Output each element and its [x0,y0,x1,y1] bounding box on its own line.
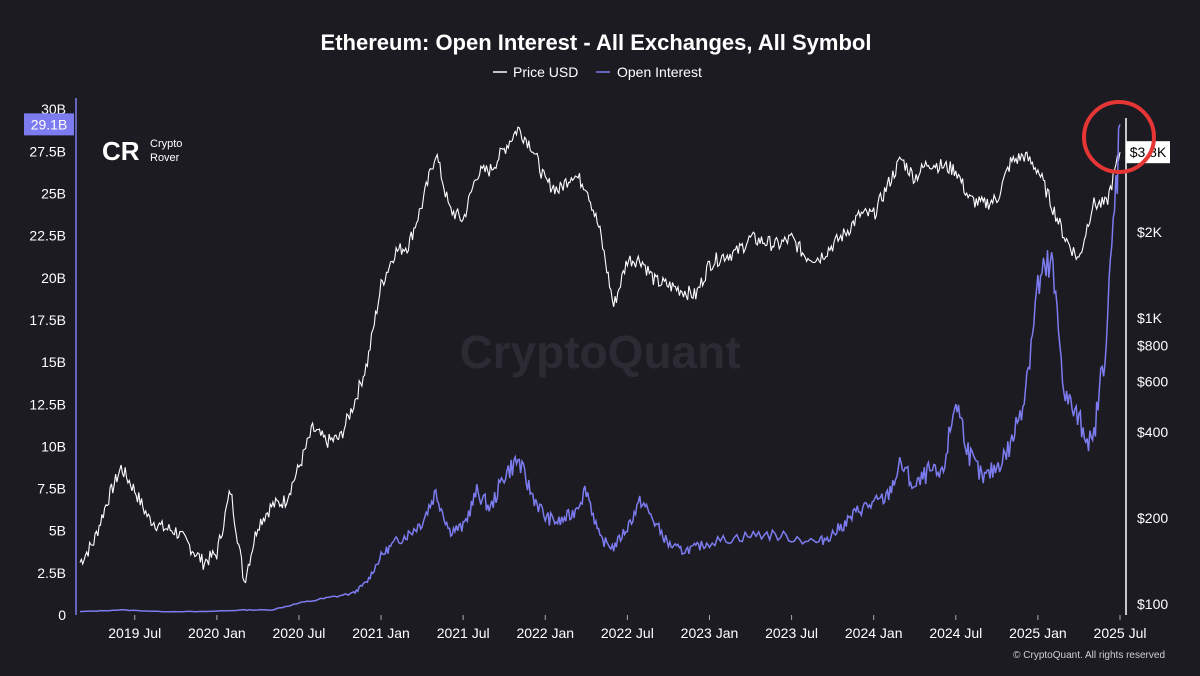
x-tick-label: 2025 Jan [1009,625,1067,641]
x-tick-label: 2023 Jan [681,625,739,641]
logo-line-2: Rover [150,152,180,164]
x-axis-ticks: 2019 Jul 2020 Jan 2020 Jul 2021 Jan 2021 Jul… [108,615,1146,641]
copyright-text: © CryptoQuant. All rights reserved [1013,650,1165,661]
crypto-rover-logo: CR Crypto Rover [102,136,182,166]
left-tick-label: 7.5B [37,481,66,497]
left-tick-label: 0 [58,607,66,623]
left-tick-label: 27.5B [29,143,66,159]
right-tick-label: $1K [1137,310,1163,326]
right-tick-label: $2K [1137,224,1163,240]
left-tick-label: 20B [41,270,66,286]
x-tick-label: 2021 Jan [352,625,410,641]
series-open-interest-line [79,124,1121,613]
right-tick-label: $800 [1137,338,1168,354]
right-tick-label: $100 [1137,596,1168,612]
left-tick-label: 2.5B [37,565,66,581]
x-tick-label: 2022 Jul [601,625,654,641]
left-tick-label: 15B [41,354,66,370]
left-tick-label: 25B [41,186,66,202]
right-tick-label: $400 [1137,424,1168,440]
left-tick-label: 22.5B [29,228,66,244]
right-tick-label: $200 [1137,510,1168,526]
right-axis-ticks: $100 $200 $400 $600 $800 $1K $2K [1137,224,1168,612]
open-interest-tag-box [24,113,74,136]
left-tick-label: 5B [49,523,66,539]
x-tick-label: 2022 Jan [516,625,574,641]
left-tick-label: 30B [41,101,66,117]
legend-price-label[interactable]: Price USD [513,64,578,80]
price-last-value-tag: $3.8K [1126,141,1170,164]
highlight-circle [1082,100,1156,174]
x-tick-label: 2023 Jul [765,625,818,641]
left-axis-ticks: 0 2.5B 5B 7.5B 10B 12.5B 15B 17.5B 20B 22.5B 25B 27… [29,101,66,623]
legend-open-interest-label[interactable]: Open Interest [617,64,702,80]
chart-title: Ethereum: Open Interest - All Exchanges,… [321,30,872,55]
watermark-text: CryptoQuant [459,326,740,378]
x-tick-label: 2025 Jul [1094,625,1147,641]
x-tick-label: 2020 Jan [188,625,246,641]
legend: Price USD Open Interest [493,64,702,80]
open-interest-tag-label: 29.1B [31,116,68,132]
series-price-usd-line [79,126,1121,584]
left-tick-label: 12.5B [29,396,66,412]
open-interest-last-value-tag: 29.1B [24,113,74,136]
x-tick-label: 2019 Jul [108,625,161,641]
price-tag-box [1126,141,1170,164]
x-tick-label: 2024 Jan [845,625,903,641]
x-tick-label: 2020 Jul [272,625,325,641]
logo-line-1: Crypto [150,138,182,150]
left-tick-label: 17.5B [29,312,66,328]
left-tick-label: 10B [41,438,66,454]
x-tick-label: 2024 Jul [929,625,982,641]
price-tag-label: $3.8K [1130,144,1167,160]
logo-mark-icon: CR [102,136,140,166]
right-tick-label: $600 [1137,373,1168,389]
x-tick-label: 2021 Jul [437,625,490,641]
